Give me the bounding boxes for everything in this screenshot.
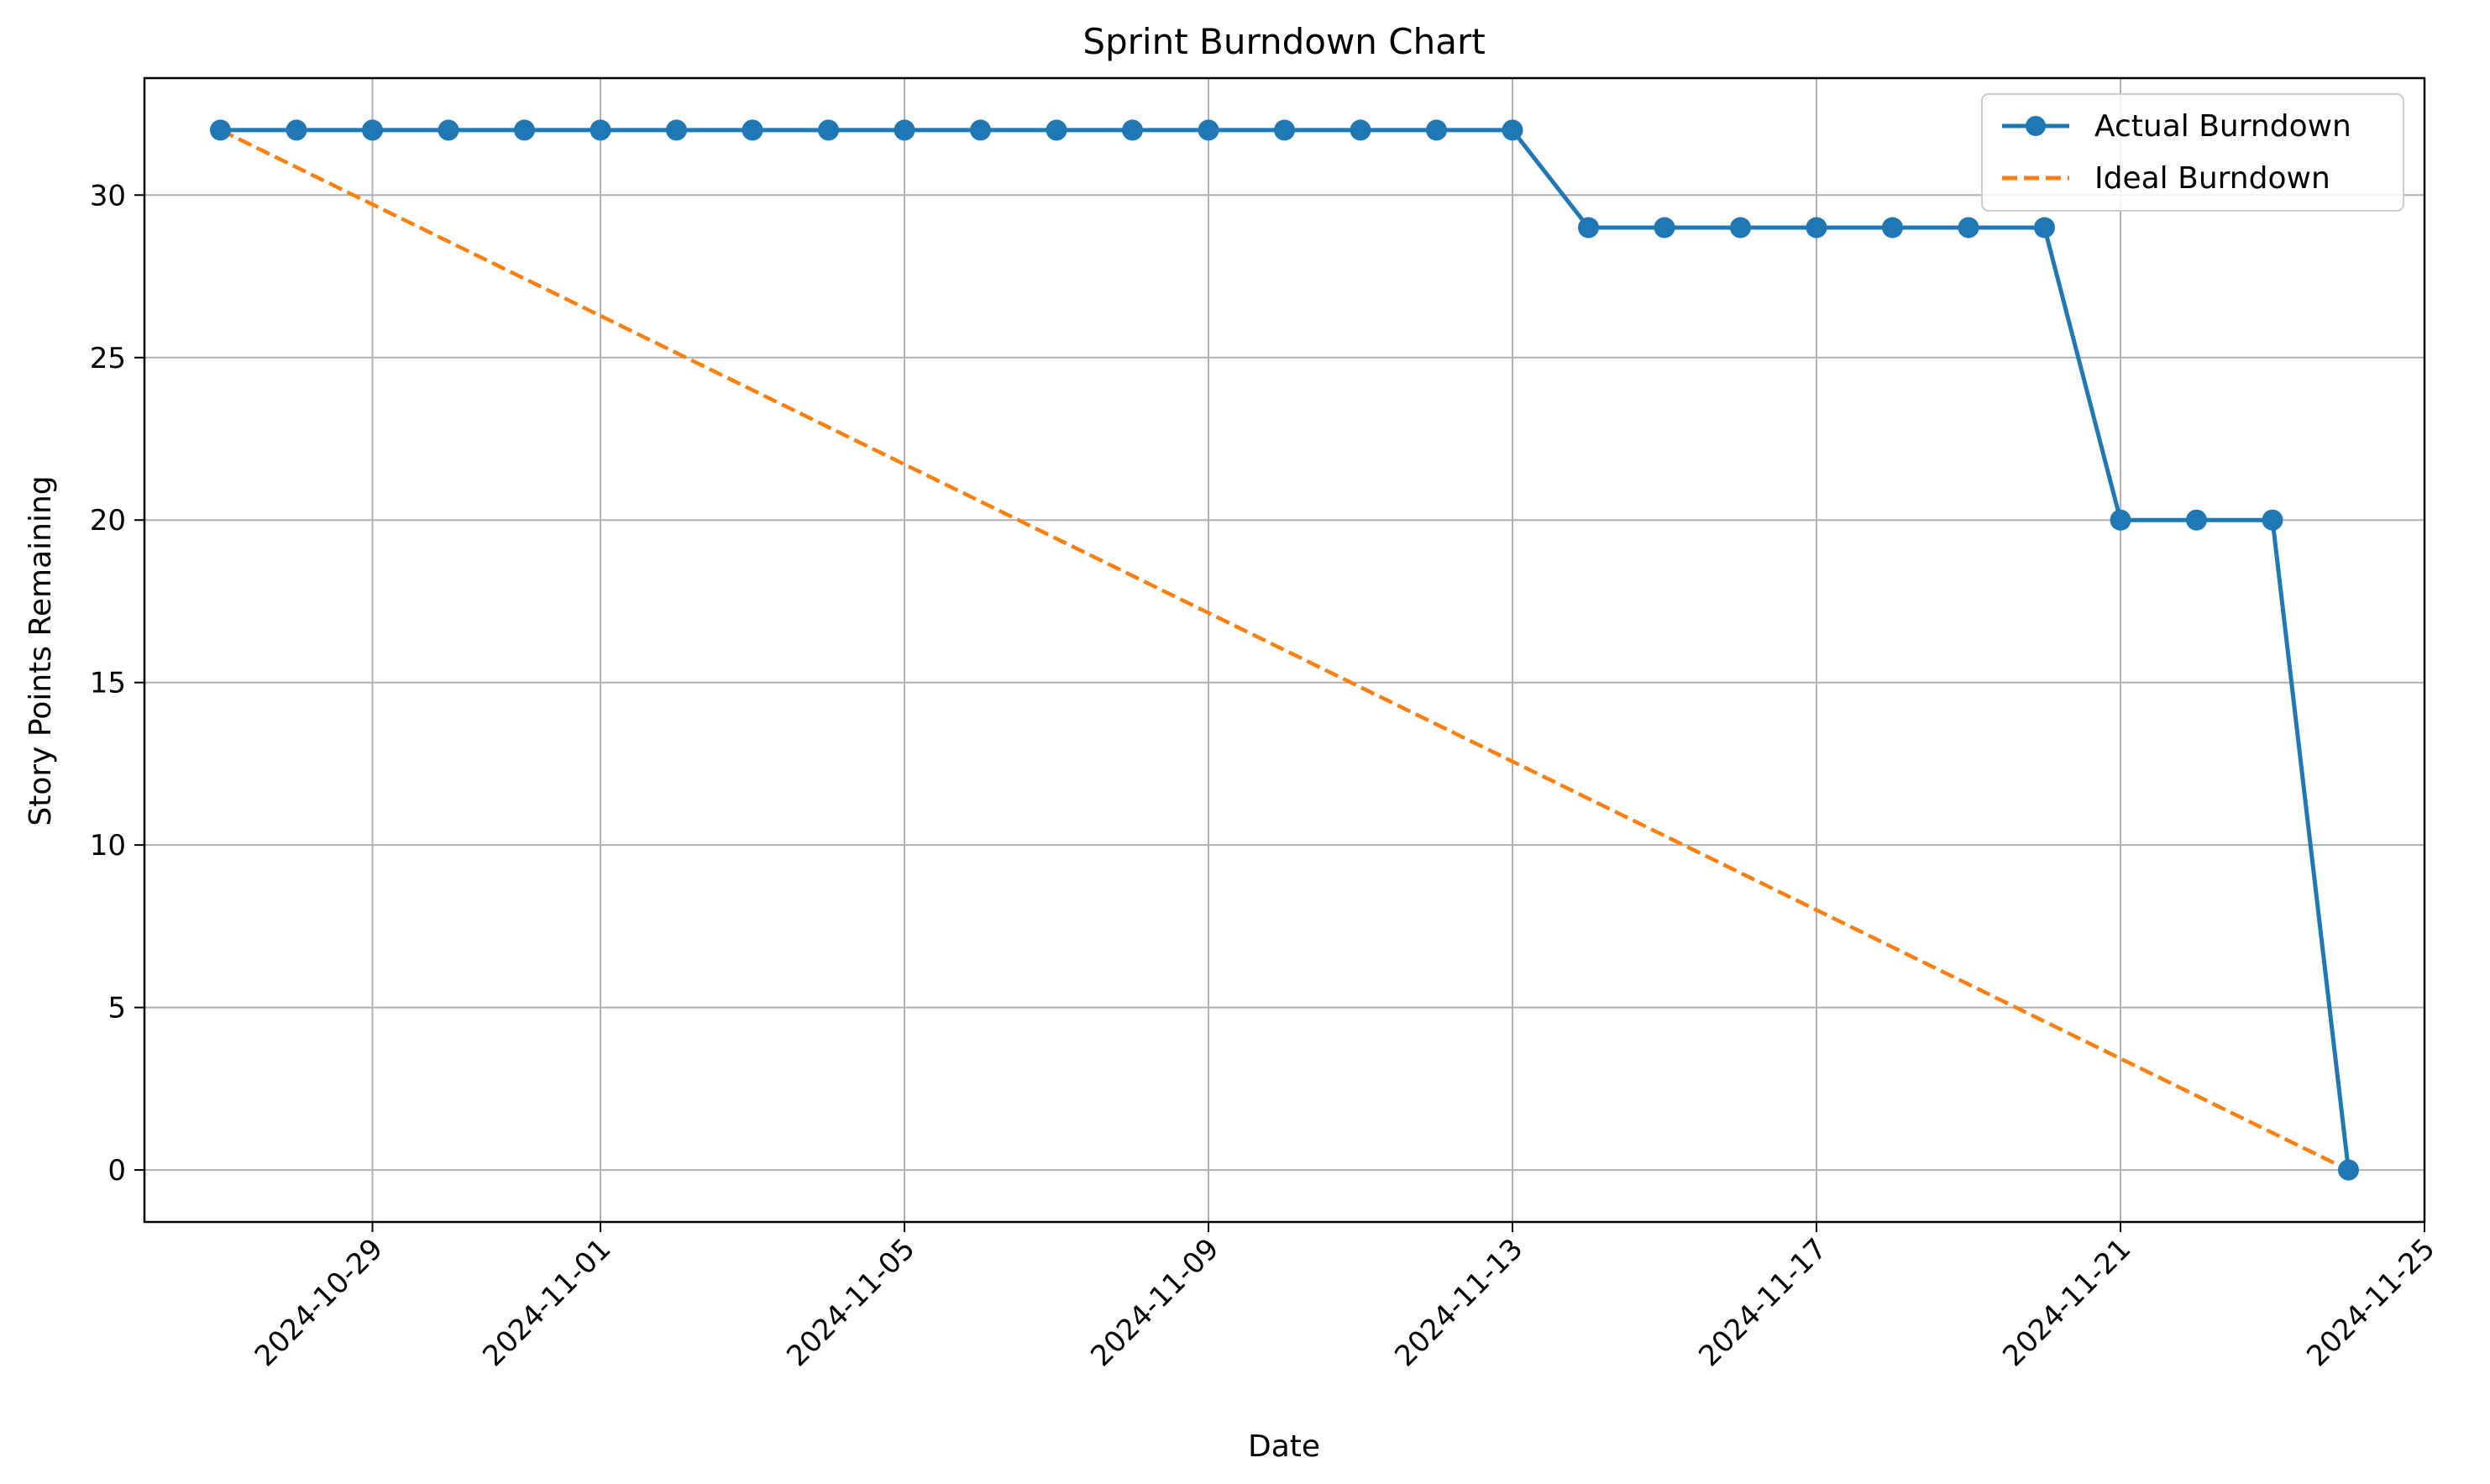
actual-data-point: [1274, 119, 1295, 141]
actual-data-point: [970, 119, 991, 141]
actual-data-point: [2262, 509, 2283, 531]
actual-data-point: [1654, 217, 1675, 239]
y-tick-label: 30: [90, 179, 126, 212]
actual-data-point: [1426, 119, 1447, 141]
legend-actual-label: Actual Burndown: [2094, 109, 2351, 144]
ideal-burndown-line: [219, 128, 2350, 1172]
x-axis-label: Date: [1248, 1429, 1320, 1464]
actual-data-point: [1806, 217, 1827, 239]
actual-data-point: [2186, 509, 2207, 531]
actual-data-point: [666, 119, 687, 141]
ideal-series: [219, 128, 2350, 1172]
actual-data-point: [286, 119, 307, 141]
y-tick-label: 25: [90, 342, 126, 375]
actual-data-point: [2034, 217, 2055, 239]
actual-data-point: [1882, 217, 1903, 239]
y-tick-label: 10: [90, 829, 126, 863]
legend-ideal-label: Ideal Burndown: [2094, 161, 2330, 196]
y-tick-label: 15: [90, 667, 126, 700]
actual-data-point: [818, 119, 839, 141]
legend-box: [1981, 93, 2404, 212]
actual-data-point: [1122, 119, 1143, 141]
actual-data-point: [590, 119, 611, 141]
actual-data-point: [362, 119, 383, 141]
y-axis-label: Story Points Remaining: [24, 475, 58, 826]
y-tick-label: 0: [107, 1154, 126, 1188]
legend: Actual Burndown Ideal Burndown: [1981, 93, 2404, 212]
y-tick-label: 5: [107, 992, 126, 1025]
actual-data-point: [2110, 509, 2131, 531]
plot-frame: [143, 76, 2426, 1224]
actual-data-point: [1958, 217, 1979, 239]
actual-data-point: [2338, 1159, 2359, 1181]
chart-title: Sprint Burndown Chart: [1082, 21, 1485, 62]
actual-data-point: [1502, 119, 1523, 141]
actual-data-point: [1730, 217, 1751, 239]
actual-series: [210, 119, 2359, 1181]
actual-data-point: [1046, 119, 1067, 141]
legend-actual-marker: [2026, 116, 2046, 136]
actual-data-point: [742, 119, 763, 141]
actual-data-point: [894, 119, 915, 141]
actual-data-point: [1578, 217, 1599, 239]
actual-data-point: [514, 119, 535, 141]
actual-data-point: [1350, 119, 1371, 141]
y-tick-label: 20: [90, 504, 126, 537]
actual-data-point: [210, 119, 231, 141]
actual-data-point: [1198, 119, 1219, 141]
actual-data-point: [438, 119, 459, 141]
